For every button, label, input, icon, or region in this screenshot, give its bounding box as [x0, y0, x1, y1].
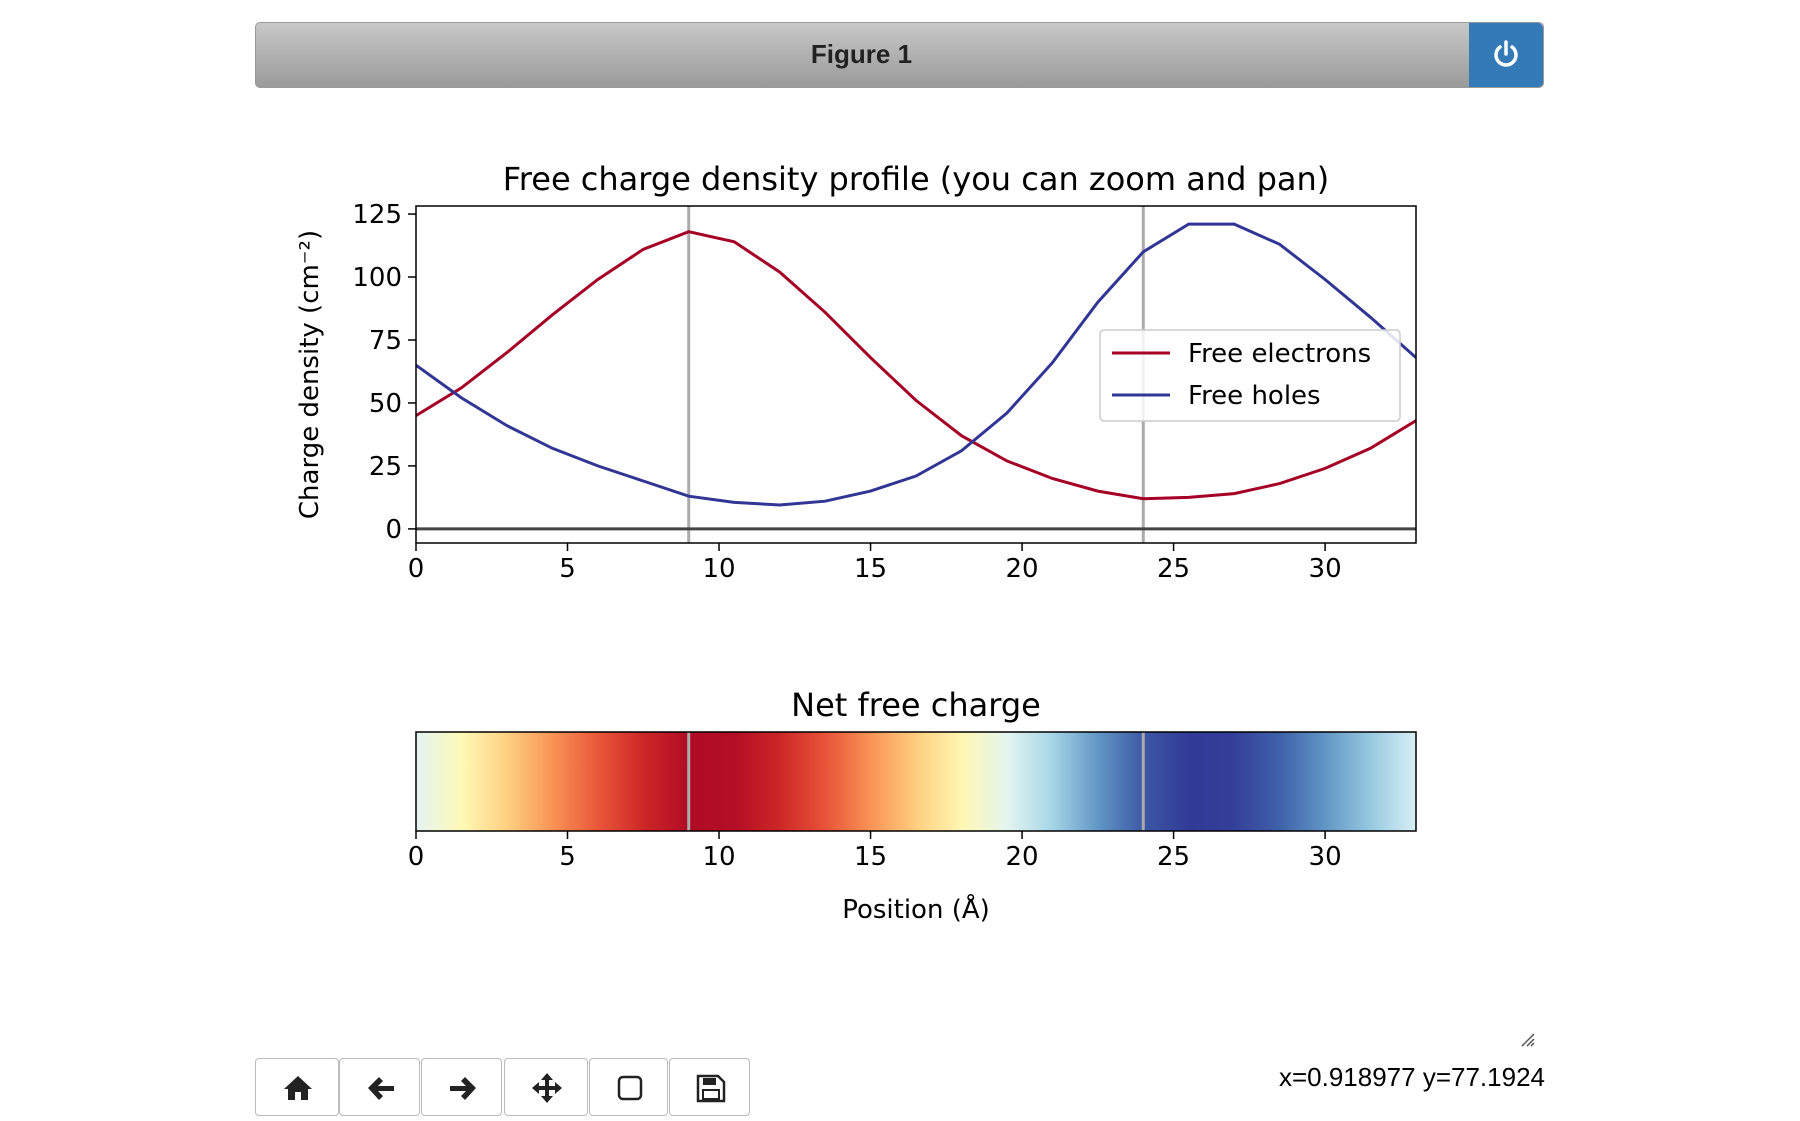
- home-icon: [284, 1076, 312, 1100]
- heat-cell: [779, 732, 826, 831]
- x-tick-label: 10: [702, 842, 735, 872]
- y-tick-label: 50: [369, 389, 402, 419]
- x-tick-label: 0: [408, 842, 425, 872]
- y-axis-label: Charge density (cm⁻²): [295, 230, 325, 519]
- heat-cell: [1052, 732, 1099, 831]
- x-tick-label: 25: [1157, 842, 1190, 872]
- home-button[interactable]: [255, 1058, 339, 1116]
- heat-cell: [416, 732, 463, 831]
- x-axis-label: Position (Å): [842, 893, 990, 925]
- x-tick-label: 15: [854, 554, 887, 584]
- x-tick-label: 20: [1006, 554, 1039, 584]
- heat-cell: [688, 732, 735, 831]
- heat-cell: [1188, 732, 1235, 831]
- zoom-button[interactable]: [589, 1058, 668, 1116]
- x-tick-label: 0: [408, 554, 425, 584]
- x-tick-label: 15: [854, 842, 887, 872]
- heat-cell: [1143, 732, 1190, 831]
- heat-cell: [1325, 732, 1372, 831]
- series-line: [416, 230, 1416, 501]
- plot-frame: [415, 205, 1417, 544]
- plot-frame: [415, 731, 1417, 832]
- series-line: [416, 222, 1416, 507]
- legend-box: [1099, 329, 1401, 422]
- heat-cell: [506, 732, 553, 831]
- cursor-status: x=0.918977 y=77.1924: [1278, 1062, 1545, 1092]
- heat-cell: [1006, 732, 1053, 831]
- heat-cell: [1279, 732, 1326, 831]
- heat-cell: [1234, 732, 1281, 831]
- heat-cell: [552, 732, 599, 831]
- heat-cell: [734, 732, 781, 831]
- y-tick-label: 25: [369, 452, 402, 482]
- heat-cell: [1370, 732, 1417, 831]
- heat-cell: [961, 732, 1008, 831]
- figure-canvas[interactable]: Free charge density profile (you can zoo…: [0, 0, 1800, 1050]
- back-button[interactable]: [339, 1058, 420, 1116]
- x-tick-label: 30: [1309, 842, 1342, 872]
- heat-cell: [870, 732, 917, 831]
- legend-label: Free electrons: [1188, 339, 1371, 369]
- x-tick-label: 5: [559, 554, 576, 584]
- x-tick-label: 20: [1006, 842, 1039, 872]
- power-icon: [1494, 40, 1518, 67]
- heat-cell: [825, 732, 872, 831]
- chart-title: Net free charge: [791, 686, 1041, 724]
- y-tick-label: 100: [352, 263, 402, 293]
- y-tick-label: 0: [385, 515, 402, 545]
- close-button[interactable]: [1469, 23, 1543, 87]
- resize-handle[interactable]: [1520, 1032, 1536, 1048]
- chart-title: Free charge density profile (you can zoo…: [503, 160, 1330, 198]
- save-icon: [696, 1074, 726, 1103]
- forward-icon: [450, 1077, 476, 1100]
- zoom-icon: [617, 1075, 643, 1101]
- pan-icon: [532, 1073, 562, 1103]
- save-button[interactable]: [669, 1058, 750, 1116]
- heat-cell: [597, 732, 644, 831]
- figure-header: Figure 1: [255, 22, 1544, 88]
- heat-cell: [1097, 732, 1144, 831]
- y-tick-label: 125: [352, 200, 402, 230]
- heat-cell: [916, 732, 963, 831]
- heat-cell: [643, 732, 690, 831]
- pan-button[interactable]: [504, 1058, 588, 1116]
- forward-button[interactable]: [421, 1058, 502, 1116]
- legend-label: Free holes: [1188, 381, 1321, 411]
- x-tick-label: 10: [702, 554, 735, 584]
- figure-title: Figure 1: [810, 39, 913, 69]
- y-tick-label: 75: [369, 326, 402, 356]
- heat-cell: [461, 732, 508, 831]
- back-icon: [368, 1077, 394, 1100]
- x-tick-label: 5: [559, 842, 576, 872]
- x-tick-label: 25: [1157, 554, 1190, 584]
- x-tick-label: 30: [1309, 554, 1342, 584]
